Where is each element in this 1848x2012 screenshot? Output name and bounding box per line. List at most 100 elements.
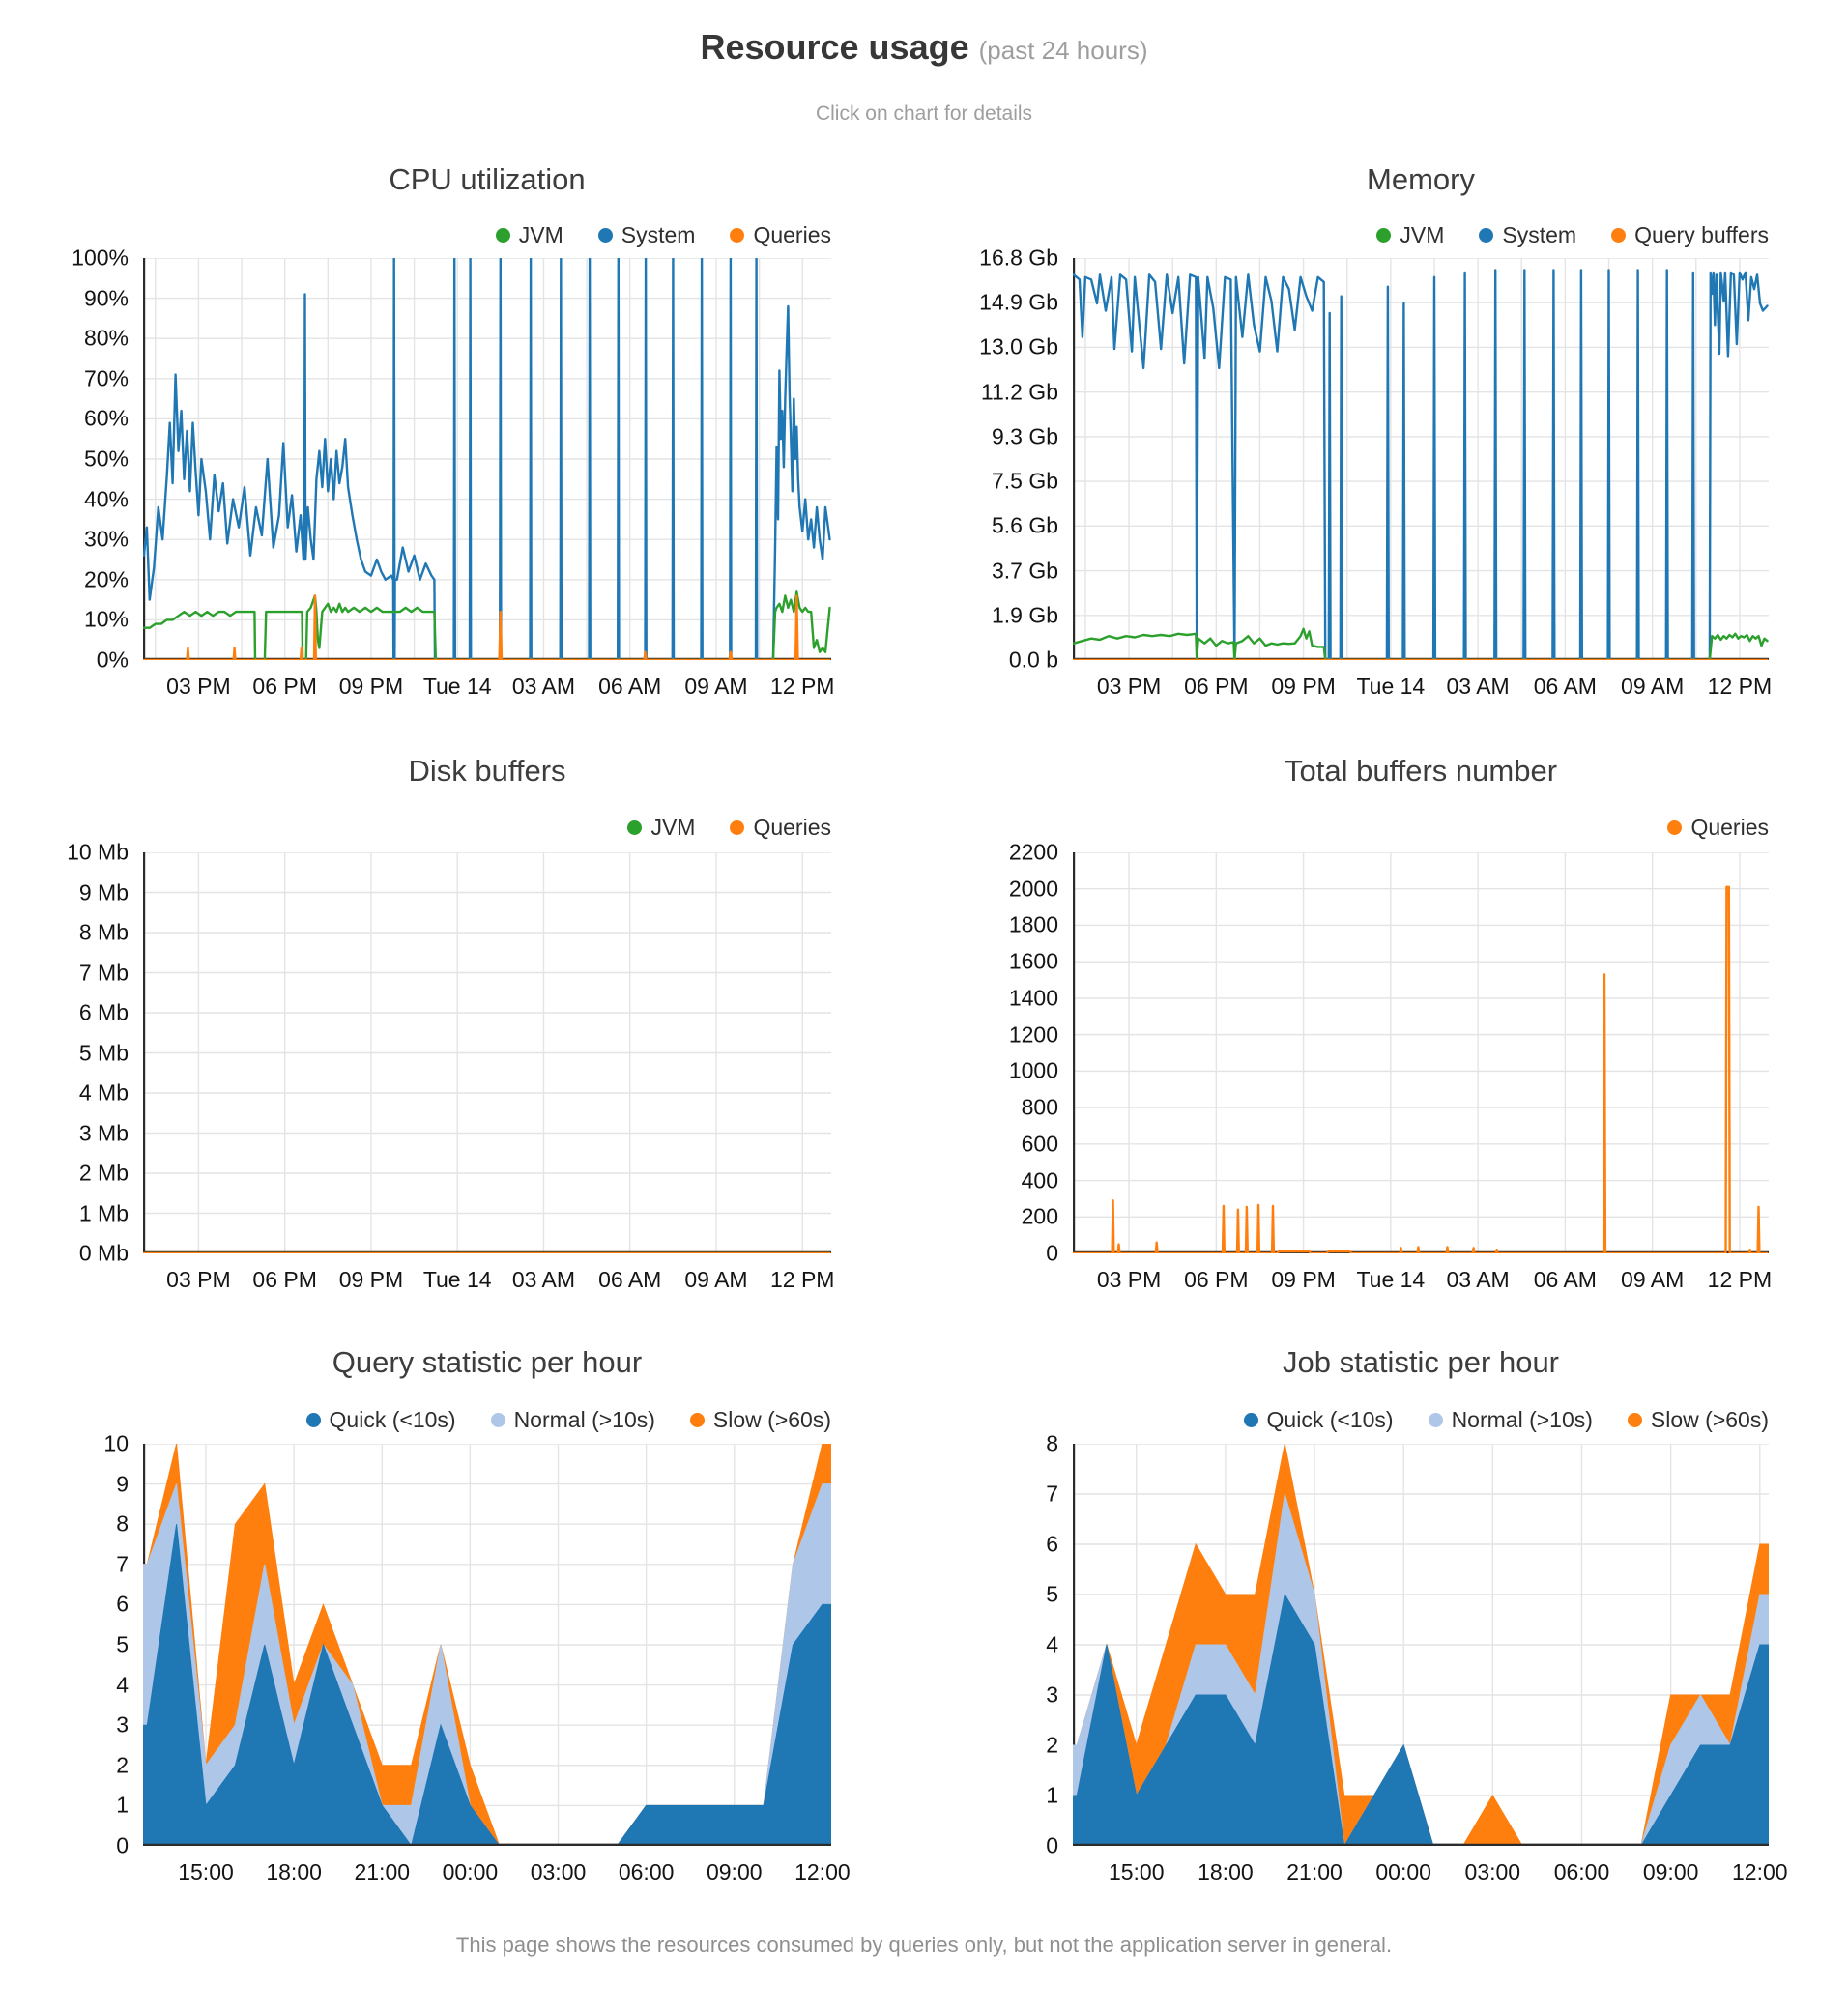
page-title-suffix: (past 24 hours) xyxy=(978,36,1148,65)
legend-label: Quick (<10s) xyxy=(1266,1407,1394,1432)
cpu-utilization-y-tick: 50% xyxy=(83,446,129,472)
disk-buffers-legend-item[interactable]: JVM xyxy=(627,815,695,841)
memory-x-tick: 06 PM xyxy=(1184,674,1249,699)
total-buffers-number-y-tick: 2200 xyxy=(1008,839,1058,865)
cpu-utilization-y-tick: 10% xyxy=(83,606,129,632)
job-statistic-per-hour-y-tick: 4 xyxy=(1046,1631,1058,1657)
disk-buffers-y-tick: 3 Mb xyxy=(78,1120,129,1145)
total-buffers-number-x-tick: 09 AM xyxy=(1621,1267,1685,1292)
legend-dot-icon xyxy=(1479,228,1494,243)
cpu-utilization-legend-item[interactable]: JVM xyxy=(495,222,563,248)
query-statistic-per-hour-x-tick: 09:00 xyxy=(706,1859,763,1884)
legend-label: Query buffers xyxy=(1634,222,1769,247)
job-statistic-per-hour-x-tick: 09:00 xyxy=(1642,1859,1699,1884)
legend-label: Slow (>60s) xyxy=(712,1407,831,1432)
memory-legend-item[interactable]: JVM xyxy=(1376,222,1444,248)
total-buffers-number-x-tick: 06 PM xyxy=(1184,1267,1249,1292)
cpu-utilization-y-tick: 40% xyxy=(83,486,129,512)
job-statistic-per-hour-legend-item[interactable]: Normal (>10s) xyxy=(1428,1407,1593,1433)
cpu-utilization-y-tick: 0% xyxy=(96,647,129,673)
disk-buffers-x-tick: 06 AM xyxy=(598,1267,662,1292)
cpu-utilization-x-tick: 06 AM xyxy=(598,674,662,699)
query-statistic-per-hour-x-tick: 00:00 xyxy=(442,1859,499,1884)
memory-y-tick: 3.7 Gb xyxy=(991,558,1058,584)
query-statistic-per-hour-y-tick: 8 xyxy=(116,1510,129,1537)
cpu-utilization-legend-item[interactable]: System xyxy=(597,222,695,248)
total-buffers-number-plot[interactable] xyxy=(1073,852,1769,1253)
legend-dot-icon xyxy=(730,228,745,243)
memory-plot[interactable] xyxy=(1073,258,1769,660)
legend-dot-icon xyxy=(1376,228,1392,243)
disk-buffers-x-tick: 03 AM xyxy=(511,1267,576,1292)
query-statistic-per-hour-legend-item[interactable]: Normal (>10s) xyxy=(490,1407,655,1433)
disk-buffers-title: Disk buffers xyxy=(408,754,566,788)
legend-label: Normal (>10s) xyxy=(513,1407,655,1432)
cpu-utilization-x-tick: 12 PM xyxy=(769,674,835,699)
disk-buffers-x-tick: 09 PM xyxy=(338,1267,404,1292)
job-statistic-per-hour-plot[interactable] xyxy=(1073,1444,1769,1846)
legend-dot-icon xyxy=(1243,1413,1258,1427)
memory-y-tick: 1.9 Gb xyxy=(991,602,1058,628)
legend-label: System xyxy=(1502,222,1577,247)
total-buffers-number-y-tick: 0 xyxy=(1046,1240,1058,1266)
cpu-utilization-x-tick: Tue 14 xyxy=(422,674,492,699)
memory-y-tick: 14.9 Gb xyxy=(979,289,1058,315)
legend-dot-icon xyxy=(1611,228,1627,243)
legend-label: Slow (>60s) xyxy=(1650,1407,1769,1432)
memory-y-tick: 11.2 Gb xyxy=(980,379,1058,405)
total-buffers-number-x-tick: 09 PM xyxy=(1271,1267,1336,1292)
legend-dot-icon xyxy=(627,820,643,835)
memory-y-tick: 0.0 b xyxy=(1008,647,1058,673)
cpu-utilization-y-tick: 100% xyxy=(72,244,129,271)
legend-dot-icon xyxy=(490,1413,505,1427)
job-statistic-per-hour-title: Job statistic per hour xyxy=(1282,1345,1560,1379)
disk-buffers-x-tick: Tue 14 xyxy=(422,1267,492,1292)
job-statistic-per-hour-legend-item[interactable]: Slow (>60s) xyxy=(1627,1407,1769,1433)
query-statistic-per-hour-y-tick: 2 xyxy=(116,1752,129,1778)
query-statistic-per-hour-legend-item[interactable]: Quick (<10s) xyxy=(305,1407,456,1433)
cpu-utilization-x-tick: 06 PM xyxy=(252,674,317,699)
legend-dot-icon xyxy=(305,1413,321,1427)
query-statistic-per-hour-legend-item[interactable]: Slow (>60s) xyxy=(689,1407,831,1433)
cpu-utilization-legend-item[interactable]: Queries xyxy=(730,222,831,248)
disk-buffers-plot[interactable] xyxy=(143,852,831,1253)
job-statistic-per-hour-y-tick: 2 xyxy=(1046,1732,1058,1758)
memory-x-tick: 09 AM xyxy=(1621,674,1685,699)
job-statistic-per-hour-legend: Quick (<10s) Normal (>10s) Slow (>60s) xyxy=(1243,1407,1769,1433)
total-buffers-number-y-tick: 400 xyxy=(1021,1167,1058,1193)
memory-legend: JVM System Query buffers xyxy=(1376,222,1769,248)
query-statistic-per-hour-y-tick: 4 xyxy=(116,1672,129,1698)
memory-x-tick: 09 PM xyxy=(1271,674,1336,699)
disk-buffers-x-tick: 03 PM xyxy=(166,1267,231,1292)
disk-buffers-y-tick: 6 Mb xyxy=(78,999,129,1025)
job-statistic-per-hour-legend-item[interactable]: Quick (<10s) xyxy=(1243,1407,1394,1433)
job-statistic-per-hour-x-tick: 15:00 xyxy=(1108,1859,1165,1884)
query-statistic-per-hour-y-tick: 0 xyxy=(116,1832,129,1858)
total-buffers-number-x-tick: 06 AM xyxy=(1533,1267,1597,1292)
cpu-utilization-plot[interactable] xyxy=(143,258,831,660)
memory-legend-item[interactable]: System xyxy=(1479,222,1576,248)
page-footer: This page shows the resources consumed b… xyxy=(455,1933,1393,1957)
memory-y-tick: 7.5 Gb xyxy=(991,468,1058,494)
cpu-utilization-x-tick: 09 PM xyxy=(338,674,404,699)
query-statistic-per-hour-y-tick: 5 xyxy=(116,1631,129,1657)
query-statistic-per-hour-plot[interactable] xyxy=(143,1444,831,1846)
job-statistic-per-hour-y-tick: 6 xyxy=(1046,1531,1058,1557)
query-statistic-per-hour-x-tick: 15:00 xyxy=(178,1859,234,1884)
query-statistic-per-hour-x-tick: 06:00 xyxy=(618,1859,675,1884)
page-subtitle: Click on chart for details xyxy=(815,102,1033,125)
job-statistic-per-hour-y-tick: 0 xyxy=(1046,1832,1058,1858)
memory-legend-item[interactable]: Query buffers xyxy=(1611,222,1769,248)
disk-buffers-legend-item[interactable]: Queries xyxy=(730,815,831,841)
page-title-text: Resource usage xyxy=(700,27,969,67)
memory-title: Memory xyxy=(1367,162,1475,196)
total-buffers-number-legend-item[interactable]: Queries xyxy=(1667,815,1769,841)
cpu-utilization-y-tick: 20% xyxy=(83,566,129,592)
memory-y-tick: 16.8 Gb xyxy=(979,244,1058,271)
memory-y-tick: 9.3 Gb xyxy=(991,423,1058,449)
legend-dot-icon xyxy=(1428,1413,1443,1427)
legend-label: Queries xyxy=(1690,815,1769,840)
job-statistic-per-hour-x-tick: 12:00 xyxy=(1732,1859,1788,1884)
total-buffers-number-y-tick: 2000 xyxy=(1008,876,1058,902)
